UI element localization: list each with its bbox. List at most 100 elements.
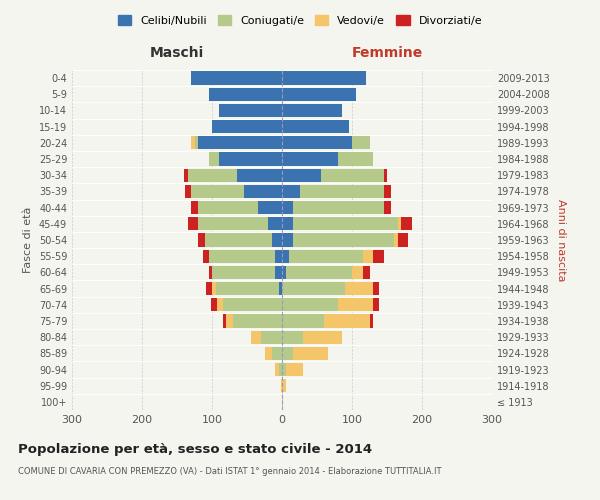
Bar bbox=[286, 363, 303, 376]
Bar bbox=[338, 152, 373, 166]
Bar bbox=[275, 250, 282, 263]
Bar bbox=[303, 330, 341, 344]
Text: Popolazione per età, sesso e stato civile - 2014: Popolazione per età, sesso e stato civil… bbox=[18, 442, 372, 456]
Bar bbox=[187, 217, 198, 230]
Bar bbox=[198, 217, 268, 230]
Bar bbox=[275, 363, 278, 376]
Text: COMUNE DI CAVARIA CON PREMEZZO (VA) - Dati ISTAT 1° gennaio 2014 - Elaborazione : COMUNE DI CAVARIA CON PREMEZZO (VA) - Da… bbox=[18, 468, 442, 476]
Bar bbox=[282, 104, 341, 117]
Bar bbox=[293, 201, 383, 214]
Bar bbox=[219, 152, 282, 166]
Bar bbox=[373, 282, 379, 295]
Bar bbox=[203, 250, 209, 263]
Bar bbox=[205, 234, 271, 246]
Bar bbox=[271, 346, 282, 360]
Bar bbox=[209, 88, 282, 101]
Bar bbox=[226, 314, 233, 328]
Bar bbox=[362, 266, 370, 279]
Bar bbox=[194, 136, 198, 149]
Bar bbox=[212, 266, 275, 279]
Bar bbox=[401, 217, 412, 230]
Bar bbox=[206, 282, 212, 295]
Bar bbox=[293, 346, 328, 360]
Bar bbox=[257, 201, 282, 214]
Bar bbox=[278, 282, 282, 295]
Bar bbox=[282, 152, 338, 166]
Bar bbox=[373, 250, 383, 263]
Bar bbox=[282, 120, 349, 134]
Bar bbox=[223, 314, 226, 328]
Bar bbox=[383, 185, 391, 198]
Bar bbox=[398, 234, 408, 246]
Bar bbox=[320, 168, 383, 182]
Bar bbox=[209, 152, 219, 166]
Bar bbox=[217, 298, 223, 312]
Bar bbox=[383, 168, 387, 182]
Bar bbox=[187, 168, 236, 182]
Bar bbox=[286, 266, 352, 279]
Bar bbox=[198, 201, 257, 214]
Bar bbox=[282, 168, 320, 182]
Bar bbox=[398, 217, 401, 230]
Bar bbox=[282, 201, 293, 214]
Bar bbox=[271, 234, 282, 246]
Bar bbox=[281, 379, 282, 392]
Bar bbox=[289, 250, 362, 263]
Bar bbox=[282, 185, 299, 198]
Bar bbox=[282, 266, 286, 279]
Bar bbox=[299, 185, 383, 198]
Bar bbox=[282, 346, 293, 360]
Bar bbox=[191, 201, 198, 214]
Bar bbox=[198, 136, 282, 149]
Bar bbox=[282, 363, 286, 376]
Bar bbox=[236, 168, 282, 182]
Y-axis label: Anni di nascita: Anni di nascita bbox=[556, 198, 566, 281]
Bar bbox=[352, 266, 362, 279]
Bar bbox=[282, 217, 293, 230]
Bar bbox=[223, 298, 282, 312]
Bar bbox=[293, 234, 394, 246]
Y-axis label: Fasce di età: Fasce di età bbox=[23, 207, 33, 273]
Text: Maschi: Maschi bbox=[150, 46, 204, 60]
Bar bbox=[338, 298, 373, 312]
Bar bbox=[324, 314, 370, 328]
Bar bbox=[219, 104, 282, 117]
Bar bbox=[209, 266, 212, 279]
Bar bbox=[211, 298, 217, 312]
Bar bbox=[362, 250, 373, 263]
Bar bbox=[268, 217, 282, 230]
Bar bbox=[282, 72, 366, 85]
Bar bbox=[212, 282, 215, 295]
Bar bbox=[282, 396, 283, 408]
Bar bbox=[282, 330, 303, 344]
Bar bbox=[394, 234, 398, 246]
Bar bbox=[282, 314, 324, 328]
Bar bbox=[191, 185, 244, 198]
Bar bbox=[191, 136, 194, 149]
Bar bbox=[282, 379, 286, 392]
Bar bbox=[278, 363, 282, 376]
Bar bbox=[282, 88, 355, 101]
Bar bbox=[212, 120, 282, 134]
Bar bbox=[373, 298, 379, 312]
Bar bbox=[275, 266, 282, 279]
Bar bbox=[370, 314, 373, 328]
Bar bbox=[209, 250, 275, 263]
Bar bbox=[215, 282, 278, 295]
Bar bbox=[244, 185, 282, 198]
Legend: Celibi/Nubili, Coniugati/e, Vedovi/e, Divorziati/e: Celibi/Nubili, Coniugati/e, Vedovi/e, Di… bbox=[113, 10, 487, 30]
Bar bbox=[261, 330, 282, 344]
Bar bbox=[352, 136, 370, 149]
Bar bbox=[383, 201, 391, 214]
Bar bbox=[265, 346, 271, 360]
Bar bbox=[185, 185, 191, 198]
Bar bbox=[184, 168, 187, 182]
Bar bbox=[251, 330, 261, 344]
Bar bbox=[198, 234, 205, 246]
Text: Femmine: Femmine bbox=[352, 46, 422, 60]
Bar bbox=[282, 136, 352, 149]
Bar bbox=[233, 314, 282, 328]
Bar bbox=[282, 250, 289, 263]
Bar bbox=[191, 72, 282, 85]
Bar bbox=[345, 282, 373, 295]
